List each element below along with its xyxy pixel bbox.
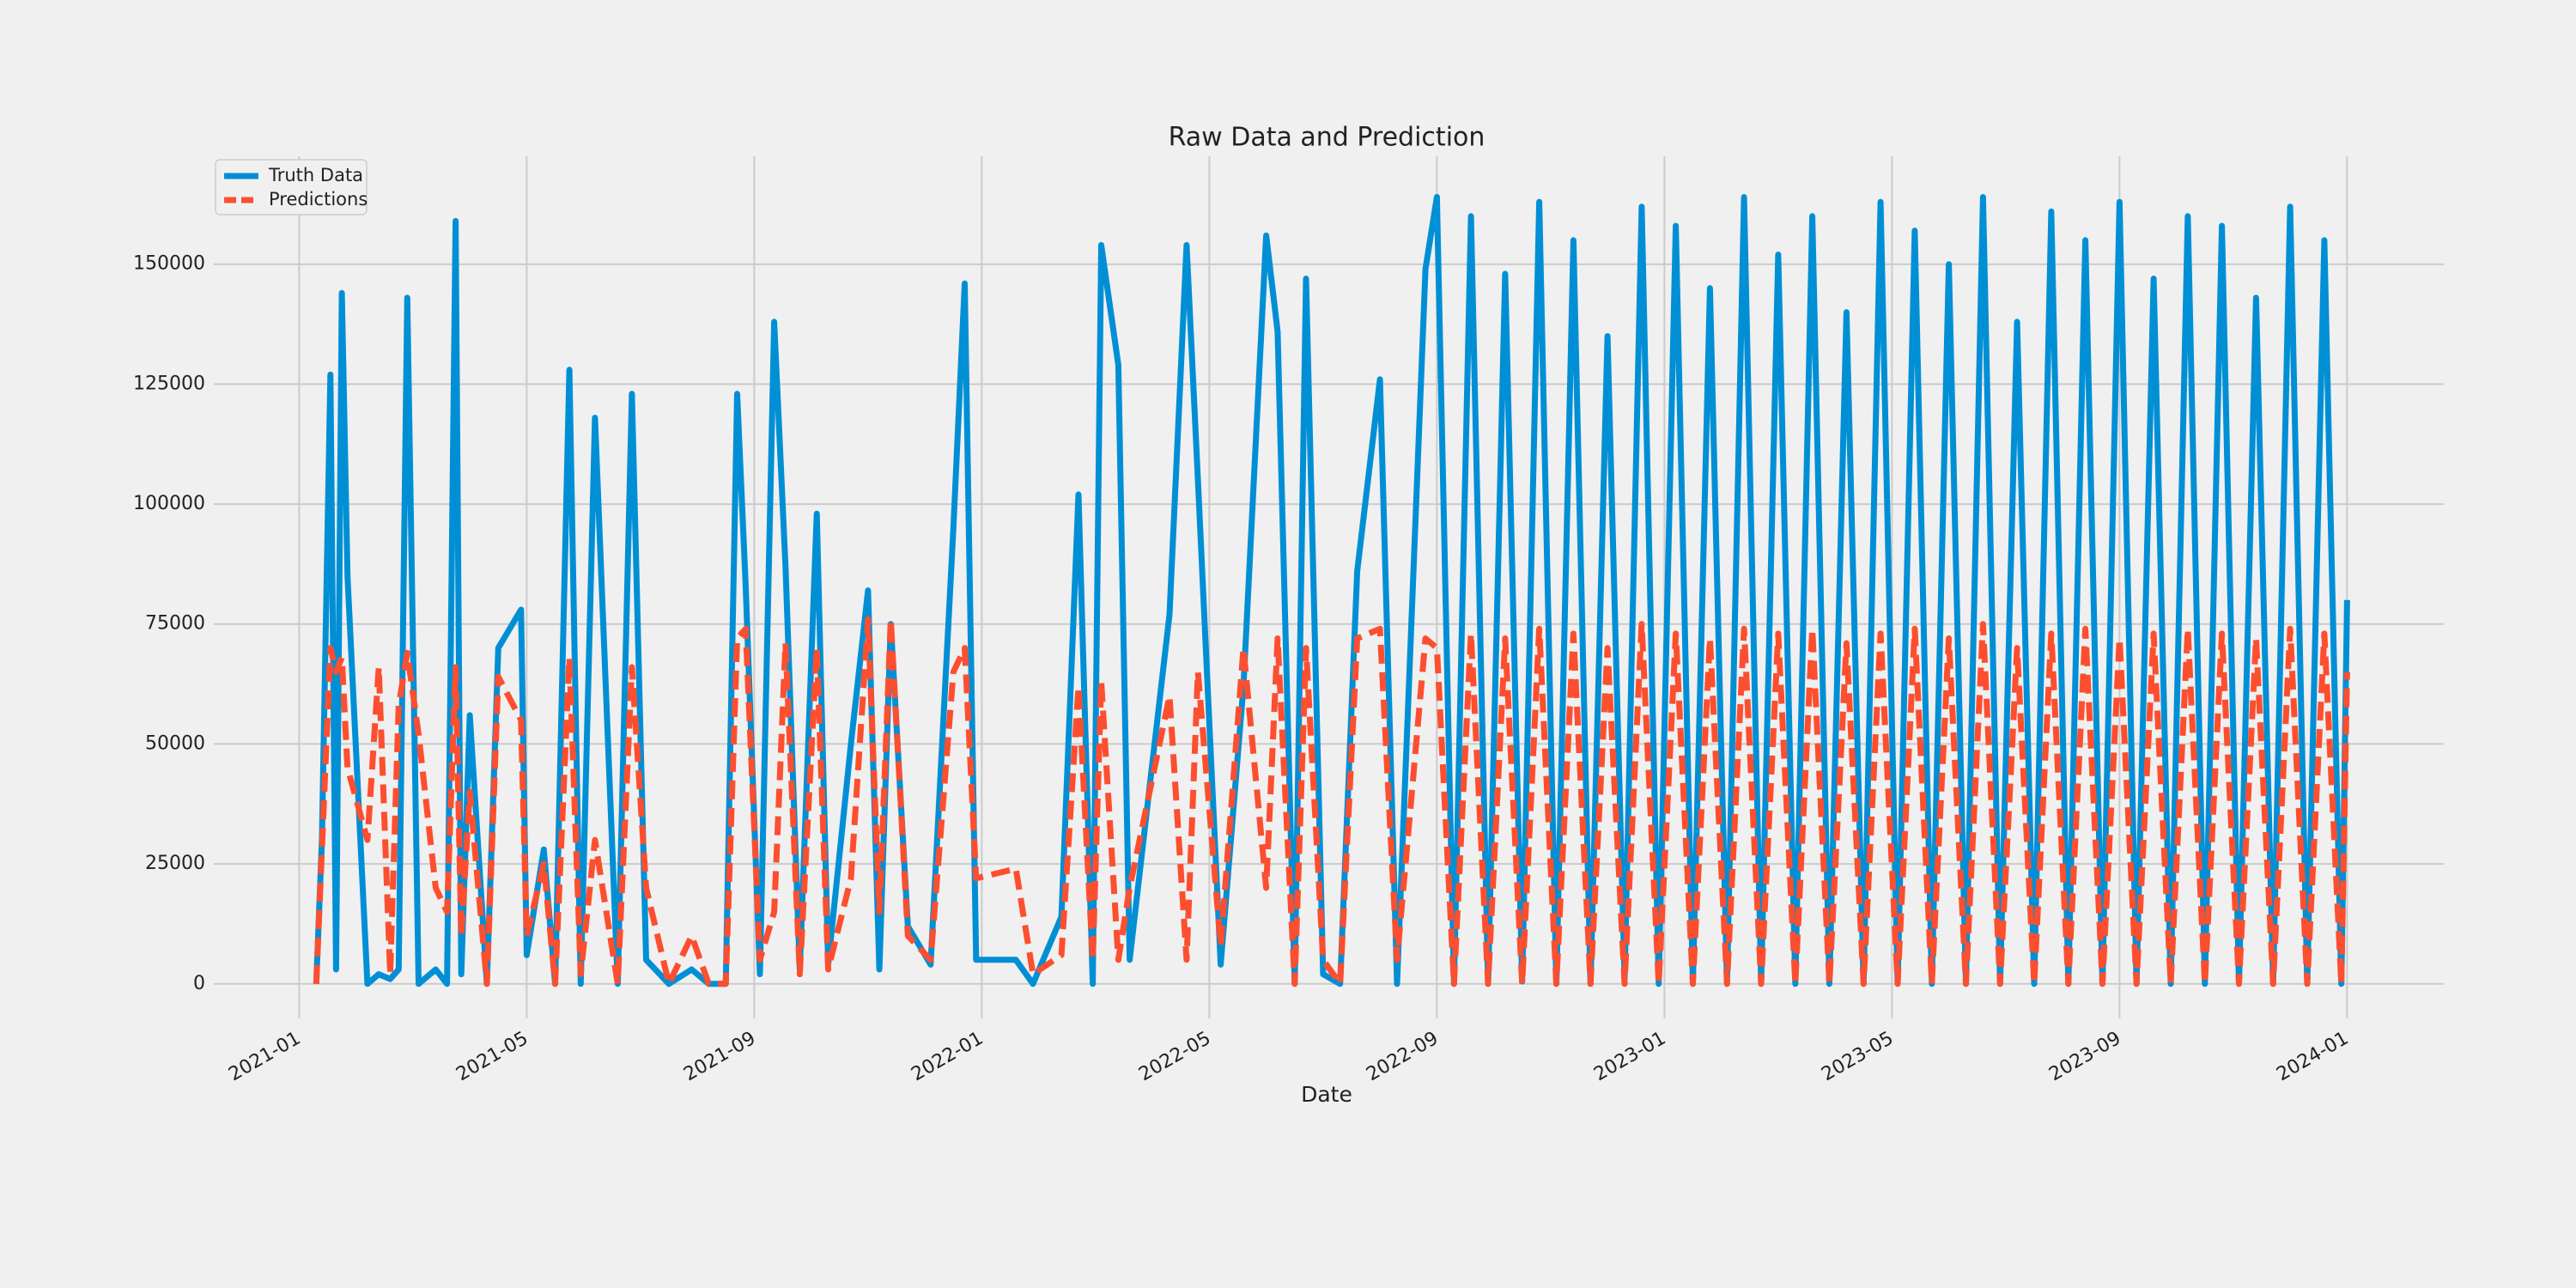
y-tick-label: 100000 xyxy=(133,493,205,514)
x-tick-label: 2024-01 xyxy=(2273,1028,2352,1086)
x-tick-label: 2022-01 xyxy=(908,1028,987,1086)
legend-label: Truth Data xyxy=(268,165,363,185)
x-tick-label: 2023-05 xyxy=(1818,1028,1897,1086)
x-tick-label: 2022-09 xyxy=(1363,1028,1442,1086)
y-tick-label: 0 xyxy=(193,973,205,994)
y-tick-label: 150000 xyxy=(133,253,205,275)
chart-title: Raw Data and Prediction xyxy=(1169,123,1485,153)
x-tick-label: 2021-09 xyxy=(680,1028,759,1086)
y-tick-label: 125000 xyxy=(133,373,205,394)
series-line xyxy=(313,616,2350,987)
x-axis-label: Date xyxy=(1301,1082,1352,1107)
x-tick-label: 2023-01 xyxy=(1590,1028,1669,1086)
legend-label: Predictions xyxy=(269,189,368,210)
y-tick-label: 75000 xyxy=(145,613,205,635)
x-tick-label: 2023-09 xyxy=(2045,1028,2124,1086)
x-tick-label: 2021-05 xyxy=(453,1028,532,1086)
y-tick-label: 25000 xyxy=(145,853,205,874)
series-line xyxy=(313,194,2350,987)
x-tick-label: 2022-05 xyxy=(1135,1028,1214,1086)
y-tick-label: 50000 xyxy=(145,732,205,754)
x-tick-label: 2021-01 xyxy=(225,1028,304,1086)
